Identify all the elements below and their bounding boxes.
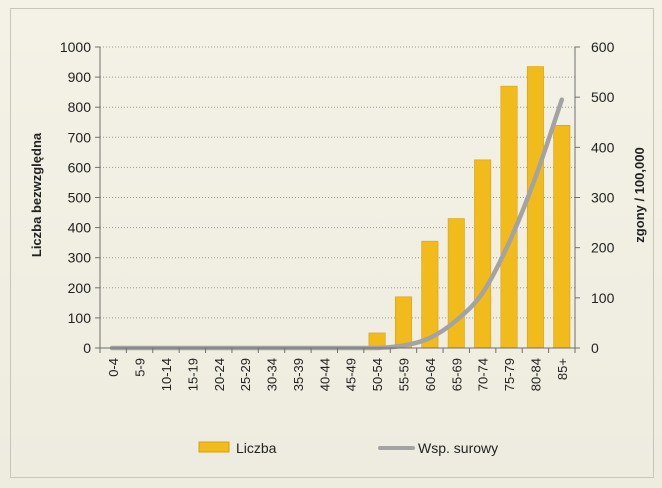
- right-tick-labels: 0 100 200 300 400 500 600: [591, 39, 615, 356]
- legend: Liczba Wsp. surowy: [198, 440, 498, 456]
- line-path: [109, 97, 565, 351]
- legend-label-line: Wsp. surowy: [418, 440, 498, 456]
- line-series: [109, 97, 565, 351]
- bar: [447, 218, 465, 349]
- category-label: 35-39: [291, 358, 306, 391]
- category-label: 20-24: [212, 358, 227, 391]
- category-label: 75-79: [502, 358, 517, 391]
- right-tick-label: 500: [591, 89, 615, 105]
- legend-label-bar: Liczba: [236, 440, 277, 456]
- left-tick-label: 500: [68, 190, 92, 206]
- right-tick-label: 0: [591, 340, 599, 356]
- left-tick-label: 100: [68, 310, 92, 326]
- category-labels: 0-4 5-9 10-14 15-19 20-24 25-29 30-34 35-39 40-4…: [106, 358, 570, 391]
- right-axis-title: zgony / 100,000: [632, 147, 647, 242]
- bar-series: [368, 66, 571, 349]
- category-label: 5-9: [133, 358, 148, 377]
- category-label: 15-19: [185, 358, 200, 391]
- left-tick-label: 600: [68, 159, 92, 175]
- chart-frame: [10, 8, 654, 478]
- left-tick-label: 1000: [60, 39, 91, 55]
- category-label: 70-74: [476, 358, 491, 391]
- left-tick-label: 700: [68, 129, 92, 145]
- left-tick-label: 800: [68, 99, 92, 115]
- category-label: 0-4: [106, 358, 121, 377]
- category-label: 10-14: [159, 358, 174, 391]
- bar: [553, 124, 571, 349]
- bar: [500, 85, 518, 349]
- right-tick-label: 100: [591, 290, 615, 306]
- category-label: 65-69: [449, 358, 464, 391]
- category-label: 85+: [555, 358, 570, 380]
- category-label: 60-64: [423, 358, 438, 391]
- left-tick-labels: 0 100 200 300 400 500 600 700 800 900 1000: [60, 39, 91, 356]
- category-label: 80-84: [528, 358, 543, 391]
- bar: [394, 296, 412, 349]
- category-label: 25-29: [238, 358, 253, 391]
- right-tick-label: 400: [591, 139, 615, 155]
- bar: [474, 159, 492, 349]
- left-tick-label: 400: [68, 220, 92, 236]
- category-label: 40-44: [317, 358, 332, 391]
- grid-lines: [100, 46, 575, 319]
- left-tick-label: 0: [83, 340, 91, 356]
- category-label: 45-49: [344, 358, 359, 391]
- right-tick-label: 300: [591, 190, 615, 206]
- left-tick-label: 300: [68, 250, 92, 266]
- left-axis-title: Liczba bezwzględna: [29, 132, 44, 257]
- left-tick-label: 900: [68, 69, 92, 85]
- axes: [95, 46, 580, 353]
- legend-swatch-bar: [198, 441, 230, 453]
- bar: [526, 66, 544, 349]
- right-tick-label: 600: [591, 39, 615, 55]
- bar: [421, 240, 439, 349]
- category-label: 55-59: [396, 358, 411, 391]
- right-tick-label: 200: [591, 240, 615, 256]
- category-label: 50-54: [370, 358, 385, 391]
- left-tick-label: 200: [68, 280, 92, 296]
- category-label: 30-34: [265, 358, 280, 391]
